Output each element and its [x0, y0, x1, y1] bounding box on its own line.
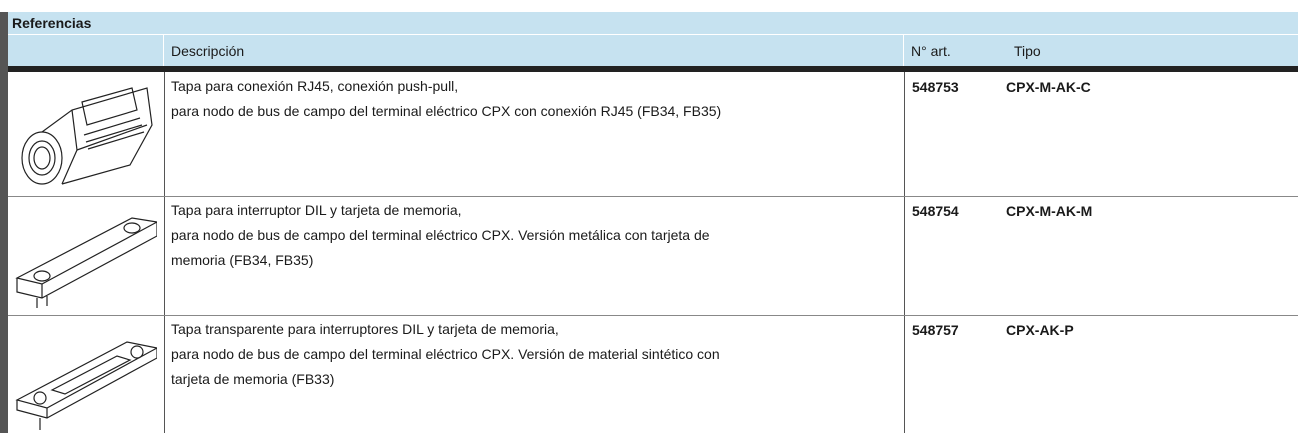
- column-label: Descripción: [171, 43, 245, 59]
- column-header: Descripción N° art. Tipo: [8, 35, 1298, 66]
- product-image: [21, 87, 153, 185]
- row-rule: [8, 196, 1298, 197]
- column-label: Tipo: [1014, 43, 1041, 59]
- type-code: CPX-M-AK-M: [1006, 203, 1093, 219]
- table-title: Referencias: [12, 15, 92, 31]
- column-label: N° art.: [911, 43, 951, 59]
- title-bar: Referencias: [8, 12, 1298, 34]
- description: Tapa para interruptor DIL y tarjeta de m…: [171, 198, 710, 273]
- description-line: para nodo de bus de campo del terminal e…: [171, 103, 722, 119]
- article-number: 548757: [912, 322, 959, 338]
- description: Tapa transparente para interruptores DIL…: [171, 317, 720, 392]
- type-code: CPX-AK-P: [1006, 322, 1074, 338]
- article-number: 548753: [912, 79, 959, 95]
- product-image: [15, 217, 157, 308]
- left-border: [0, 12, 8, 433]
- divider: [163, 35, 164, 66]
- description-line: para nodo de bus de campo del terminal e…: [171, 346, 720, 362]
- description-line: tarjeta de memoria (FB33): [171, 371, 335, 387]
- description-line: Tapa para interruptor DIL y tarjeta de m…: [171, 202, 462, 218]
- description-line: Tapa para conexión RJ45, conexión push-p…: [171, 78, 459, 94]
- product-image: [15, 341, 157, 430]
- divider: [164, 72, 165, 433]
- description: Tapa para conexión RJ45, conexión push-p…: [171, 74, 721, 124]
- description-line: para nodo de bus de campo del terminal e…: [171, 227, 710, 243]
- description-line: memoria (FB34, FB35): [171, 252, 314, 268]
- type-code: CPX-M-AK-C: [1006, 79, 1091, 95]
- article-number: 548754: [912, 203, 959, 219]
- divider: [903, 35, 904, 66]
- divider: [904, 72, 905, 433]
- row-rule: [8, 315, 1298, 316]
- header-rule: [8, 66, 1298, 72]
- description-line: Tapa transparente para interruptores DIL…: [171, 321, 559, 337]
